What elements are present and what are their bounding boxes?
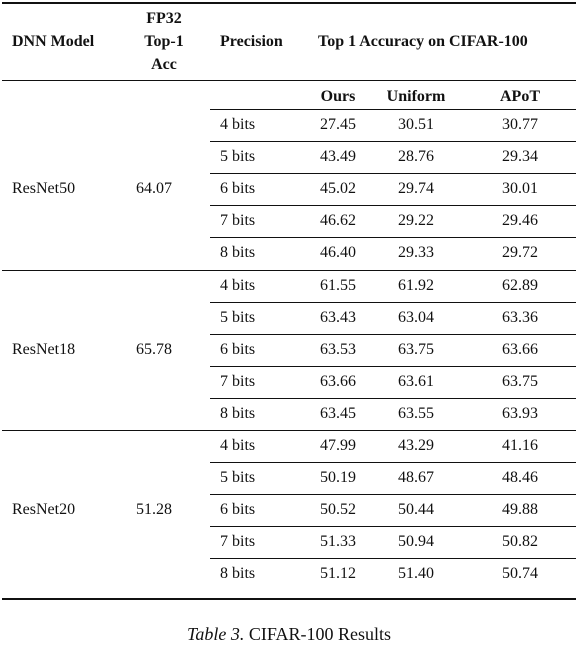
fp32-accuracy: 65.78	[136, 341, 172, 358]
cell-ours: 46.40	[320, 244, 356, 261]
header-fp32-line3: Acc	[151, 56, 177, 73]
cell-apot: 62.89	[502, 277, 538, 294]
row-rule	[210, 109, 576, 110]
cell-precision: 5 bits	[220, 148, 256, 165]
cell-apot: 29.46	[502, 212, 538, 229]
cell-uniform: 43.29	[398, 437, 434, 454]
cell-apot: 63.36	[502, 309, 538, 326]
model-name: ResNet50	[12, 180, 76, 197]
cell-uniform: 63.75	[398, 341, 434, 358]
row-rule	[210, 173, 576, 174]
cell-apot: 63.93	[502, 405, 538, 422]
cell-ours: 45.02	[320, 180, 356, 197]
header-fp32-line1: FP32	[146, 10, 182, 27]
cell-precision: 6 bits	[220, 501, 256, 518]
cell-uniform: 29.33	[398, 244, 434, 261]
bottom-rule	[2, 598, 576, 600]
row-rule	[210, 237, 576, 238]
cell-ours: 63.43	[320, 309, 356, 326]
cell-precision: 5 bits	[220, 309, 256, 326]
cell-ours: 47.99	[320, 437, 356, 454]
model-name: ResNet18	[12, 341, 76, 358]
fp32-accuracy: 51.28	[136, 501, 172, 518]
cell-precision: 4 bits	[220, 277, 256, 294]
cell-uniform: 63.04	[398, 309, 434, 326]
cell-precision: 8 bits	[220, 565, 256, 582]
cell-precision: 8 bits	[220, 244, 256, 261]
cell-apot: 63.66	[502, 341, 538, 358]
cell-uniform: 50.44	[398, 501, 434, 518]
cell-precision: 6 bits	[220, 341, 256, 358]
cell-ours: 51.12	[320, 565, 356, 582]
cell-ours: 63.45	[320, 405, 356, 422]
row-rule	[210, 334, 576, 335]
caption-text: CIFAR-100 Results	[248, 624, 392, 644]
cell-precision: 4 bits	[220, 437, 256, 454]
cell-ours: 51.33	[320, 533, 356, 550]
cell-apot: 50.74	[502, 565, 538, 582]
row-rule	[210, 205, 576, 206]
cell-ours: 61.55	[320, 277, 356, 294]
cell-precision: 7 bits	[220, 373, 256, 390]
caption-label: Table 3.	[186, 624, 245, 644]
cell-apot: 29.34	[502, 148, 538, 165]
cell-apot: 50.82	[502, 533, 538, 550]
cell-precision: 6 bits	[220, 180, 256, 197]
cell-precision: 7 bits	[220, 212, 256, 229]
model-name: ResNet20	[12, 501, 76, 518]
row-rule	[210, 366, 576, 367]
cell-apot: 48.46	[502, 469, 538, 486]
cell-uniform: 28.76	[398, 148, 434, 165]
cell-apot: 63.75	[502, 373, 538, 390]
cell-ours: 63.66	[320, 373, 356, 390]
cell-uniform: 29.74	[398, 180, 434, 197]
cell-precision: 8 bits	[220, 405, 256, 422]
header-dnn-model: DNN Model	[12, 33, 95, 50]
header-ours: Ours	[320, 88, 356, 105]
row-rule	[210, 141, 576, 142]
header-fp32-line2: Top-1	[144, 33, 184, 50]
cell-apot: 41.16	[502, 437, 538, 454]
cell-ours: 50.52	[320, 501, 356, 518]
row-rule	[210, 270, 576, 271]
header-uniform: Uniform	[386, 88, 446, 105]
cell-apot: 30.77	[502, 116, 538, 133]
cell-uniform: 48.67	[398, 469, 434, 486]
cell-precision: 7 bits	[220, 533, 256, 550]
cell-precision: 4 bits	[220, 116, 256, 133]
row-rule	[210, 302, 576, 303]
row-rule	[210, 430, 576, 431]
cell-uniform: 50.94	[398, 533, 434, 550]
header-precision: Precision	[220, 33, 283, 50]
cell-uniform: 63.55	[398, 405, 434, 422]
cell-ours: 63.53	[320, 341, 356, 358]
header-top1-group: Top 1 Accuracy on CIFAR-100	[318, 33, 528, 50]
row-rule	[210, 558, 576, 559]
cell-uniform: 29.22	[398, 212, 434, 229]
header-apot: APoT	[500, 88, 540, 105]
top-rule	[2, 2, 576, 4]
cell-uniform: 61.92	[398, 277, 434, 294]
cell-uniform: 30.51	[398, 116, 434, 133]
cell-apot: 30.01	[502, 180, 538, 197]
cell-ours: 50.19	[320, 469, 356, 486]
table-caption: Table 3. CIFAR-100 Results	[0, 624, 578, 645]
header-rule	[2, 80, 576, 81]
cell-uniform: 51.40	[398, 565, 434, 582]
row-rule	[210, 494, 576, 495]
fp32-accuracy: 64.07	[136, 180, 172, 197]
row-rule	[210, 398, 576, 399]
cell-uniform: 63.61	[398, 373, 434, 390]
row-rule	[210, 526, 576, 527]
cell-apot: 29.72	[502, 244, 538, 261]
cell-ours: 43.49	[320, 148, 356, 165]
cell-precision: 5 bits	[220, 469, 256, 486]
cell-ours: 27.45	[320, 116, 356, 133]
cell-ours: 46.62	[320, 212, 356, 229]
row-rule	[210, 462, 576, 463]
cell-apot: 49.88	[502, 501, 538, 518]
